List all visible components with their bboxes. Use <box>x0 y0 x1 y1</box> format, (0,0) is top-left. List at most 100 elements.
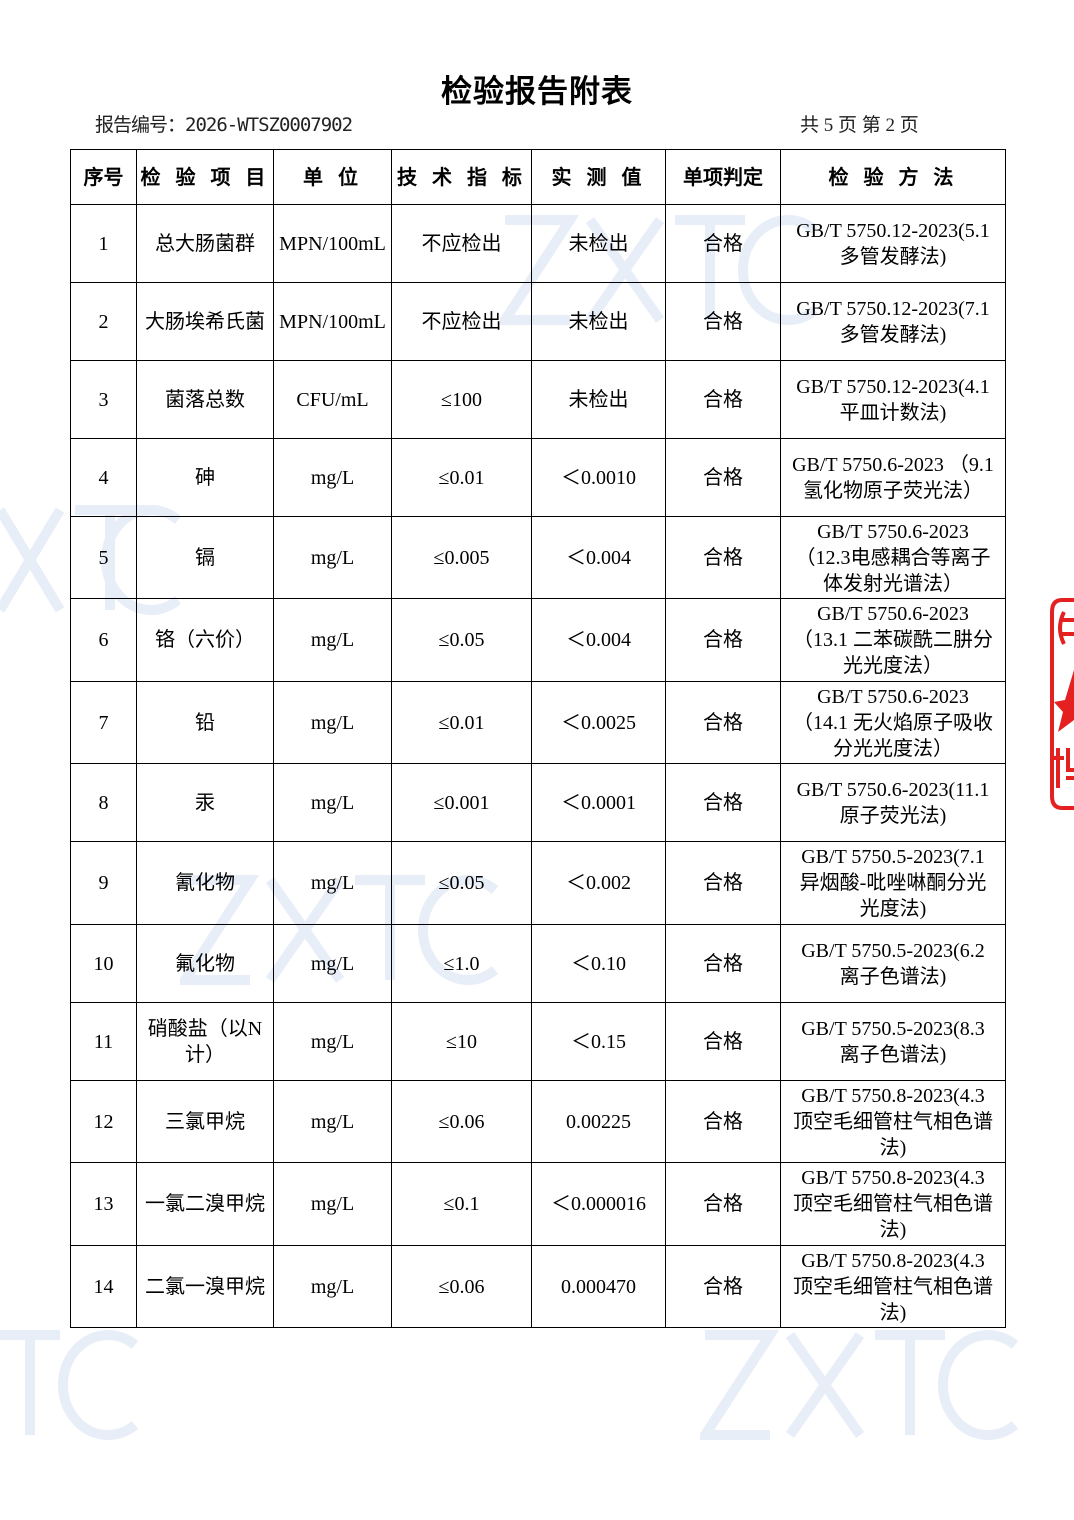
cell-method: GB/T 5750.12-2023(7.1 多管发酵法) <box>780 282 1006 361</box>
col-no: 序号 <box>70 149 137 205</box>
cell-value: ＜0.000016 <box>531 1162 666 1246</box>
cell-unit: mg/L <box>273 763 392 842</box>
cell-value: ＜0.004 <box>531 516 666 599</box>
cell-limit: ≤100 <box>391 360 532 439</box>
cell-result: 合格 <box>665 681 781 764</box>
cell-value: 0.00225 <box>531 1080 666 1163</box>
cell-no: 1 <box>70 204 137 283</box>
cell-limit: ≤0.06 <box>391 1245 532 1328</box>
cell-method: GB/T 5750.5-2023(8.3 离子色谱法) <box>780 1002 1006 1081</box>
cell-unit: mg/L <box>273 1002 392 1081</box>
table-row: 8 汞 mg/L ≤0.001 ＜0.0001 合格 GB/T 5750.6-2023(11… <box>70 763 1006 842</box>
table-header: 序号 检 验 项 目 单 位 技 术 指 标 实 测 值 单项判定 检 验 方 … <box>70 149 1006 205</box>
cell-item: 二氯一溴甲烷 <box>136 1245 274 1328</box>
table-row: 9 氰化物 mg/L ≤0.05 ＜0.002 合格 GB/T 5750.5-2023(7.… <box>70 841 1006 925</box>
cell-value: 未检出 <box>531 360 666 439</box>
cell-result: 合格 <box>665 763 781 842</box>
table-row: 6 铬（六价） mg/L ≤0.05 ＜0.004 合格 GB/T 5750.6-2023 … <box>70 598 1006 682</box>
cell-no: 14 <box>70 1245 137 1328</box>
cell-result: 合格 <box>665 1162 781 1246</box>
cell-item: 汞 <box>136 763 274 842</box>
cell-no: 8 <box>70 763 137 842</box>
cell-no: 2 <box>70 282 137 361</box>
cell-unit: mg/L <box>273 438 392 517</box>
stamp-bracket-mark <box>1058 611 1074 645</box>
cell-limit: ≤0.06 <box>391 1080 532 1163</box>
cell-item: 氰化物 <box>136 841 274 925</box>
stamp-char-mark <box>1054 748 1074 788</box>
cell-method: GB/T 5750.6-2023 （13.1 二苯碳酰二肼分 光光度法） <box>780 598 1006 682</box>
cell-limit: 不应检出 <box>391 204 532 283</box>
cell-value: ＜0.15 <box>531 1002 666 1081</box>
cell-item: 铅 <box>136 681 274 764</box>
cell-item: 镉 <box>136 516 274 599</box>
cell-unit: CFU/mL <box>273 360 392 439</box>
cell-no: 4 <box>70 438 137 517</box>
table-row: 3 菌落总数 CFU/mL ≤100 未检出 合格 GB/T 5750.12-2023(4.… <box>70 360 1006 439</box>
report-number: 报告编号：2026-WTSZ0007902 <box>95 114 353 136</box>
cell-no: 11 <box>70 1002 137 1081</box>
cell-method: GB/T 5750.6-2023 （9.1 氢化物原子荧光法） <box>780 438 1006 517</box>
cell-method: GB/T 5750.12-2023(4.1 平皿计数法) <box>780 360 1006 439</box>
table-row: 7 铅 mg/L ≤0.01 ＜0.0025 合格 GB/T 5750.6-2023 （14… <box>70 681 1006 764</box>
cell-unit: mg/L <box>273 841 392 925</box>
table-row: 13 一氯二溴甲烷 mg/L ≤0.1 ＜0.000016 合格 GB/T 5750.8-2… <box>70 1162 1006 1246</box>
cell-value: ＜0.004 <box>531 598 666 682</box>
cell-result: 合格 <box>665 438 781 517</box>
cell-item: 砷 <box>136 438 274 517</box>
cell-item: 氟化物 <box>136 924 274 1003</box>
cell-no: 6 <box>70 598 137 682</box>
table-row: 11 硝酸盐（以N 计） mg/L ≤10 ＜0.15 合格 GB/T 5750.5-202… <box>70 1002 1006 1081</box>
cell-no: 7 <box>70 681 137 764</box>
table-row: 14 二氯一溴甲烷 mg/L ≤0.06 0.000470 合格 GB/T 5750.8-2… <box>70 1245 1006 1328</box>
watermark <box>0 1330 139 1440</box>
col-result: 单项判定 <box>665 149 781 205</box>
cell-value: ＜0.002 <box>531 841 666 925</box>
cell-method: GB/T 5750.6-2023 （14.1 无火焰原子吸收 分光光度法） <box>780 681 1006 764</box>
page-title: 检验报告附表 <box>441 74 633 110</box>
cell-method: GB/T 5750.6-2023(11.1 原子荧光法) <box>780 763 1006 842</box>
cell-no: 13 <box>70 1162 137 1246</box>
cell-result: 合格 <box>665 598 781 682</box>
cell-method: GB/T 5750.6-2023 （12.3电感耦合等离子 体发射光谱法） <box>780 516 1006 599</box>
cell-unit: mg/L <box>273 516 392 599</box>
cell-unit: mg/L <box>273 598 392 682</box>
cell-value: 0.000470 <box>531 1245 666 1328</box>
col-method: 检 验 方 法 <box>780 149 1006 205</box>
cell-limit: ≤0.001 <box>391 763 532 842</box>
cell-item: 大肠埃希氏菌 <box>136 282 274 361</box>
cell-unit: mg/L <box>273 1162 392 1246</box>
col-unit: 单 位 <box>273 149 392 205</box>
cell-method: GB/T 5750.8-2023(4.3 顶空毛细管柱气相色谱 法) <box>780 1162 1006 1246</box>
cell-method: GB/T 5750.8-2023(4.3 顶空毛细管柱气相色谱 法) <box>780 1080 1006 1163</box>
col-item: 检 验 项 目 <box>136 149 274 205</box>
col-value: 实 测 值 <box>531 149 666 205</box>
cell-result: 合格 <box>665 1080 781 1163</box>
cell-result: 合格 <box>665 360 781 439</box>
cell-no: 5 <box>70 516 137 599</box>
star-icon <box>1054 670 1074 732</box>
cell-limit: ≤10 <box>391 1002 532 1081</box>
table-row: 5 镉 mg/L ≤0.005 ＜0.004 合格 GB/T 5750.6-2023 （12… <box>70 516 1006 599</box>
cell-result: 合格 <box>665 282 781 361</box>
cell-no: 12 <box>70 1080 137 1163</box>
cell-value: ＜0.0001 <box>531 763 666 842</box>
cell-item: 总大肠菌群 <box>136 204 274 283</box>
cell-result: 合格 <box>665 516 781 599</box>
cell-limit: ≤0.01 <box>391 438 532 517</box>
table-row: 4 砷 mg/L ≤0.01 ＜0.0010 合格 GB/T 5750.6-2023 （9.… <box>70 438 1006 517</box>
table-row: 10 氟化物 mg/L ≤1.0 ＜0.10 合格 GB/T 5750.5-2023(6.2… <box>70 924 1006 1003</box>
cell-item: 菌落总数 <box>136 360 274 439</box>
cell-limit: ≤1.0 <box>391 924 532 1003</box>
cell-result: 合格 <box>665 204 781 283</box>
col-limit: 技 术 指 标 <box>391 149 532 205</box>
cell-limit: ≤0.05 <box>391 598 532 682</box>
cell-method: GB/T 5750.5-2023(6.2 离子色谱法) <box>780 924 1006 1003</box>
cell-unit: mg/L <box>273 681 392 764</box>
cell-unit: mg/L <box>273 1080 392 1163</box>
cell-method: GB/T 5750.12-2023(5.1 多管发酵法) <box>780 204 1006 283</box>
page-count: 共 5 页 第 2 页 <box>800 115 919 136</box>
cell-unit: MPN/100mL <box>273 204 392 283</box>
inspection-table: 序号 检 验 项 目 单 位 技 术 指 标 实 测 值 单项判定 检 验 方 … <box>70 149 1006 1328</box>
cell-item: 铬（六价） <box>136 598 274 682</box>
